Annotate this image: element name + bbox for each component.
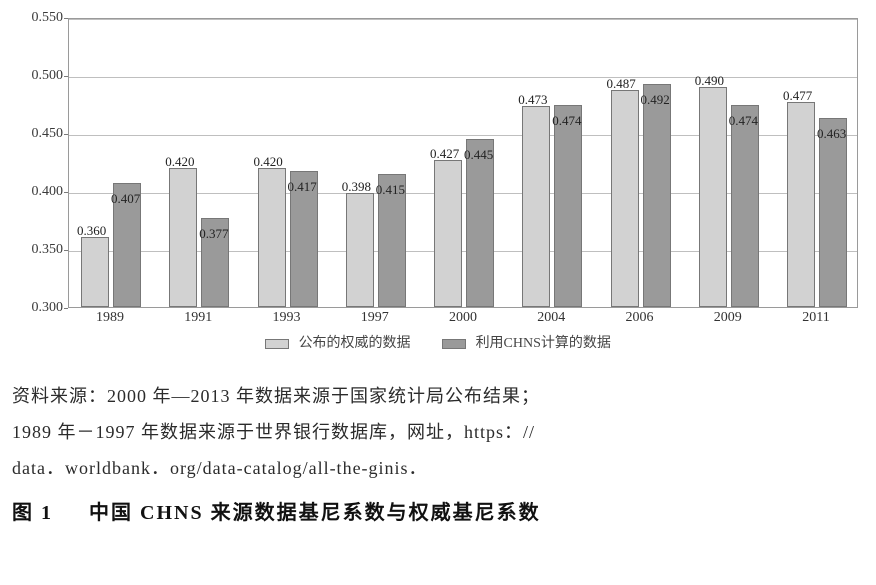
x-tick-label: 2011 bbox=[802, 310, 829, 326]
bar bbox=[611, 90, 639, 307]
bar-value-label: 0.420 bbox=[254, 154, 283, 170]
bar bbox=[787, 102, 815, 307]
y-tick-label: 0.300 bbox=[8, 300, 63, 316]
x-tick-label: 2006 bbox=[626, 310, 654, 326]
notes-line-3: data．worldbank．org/data-catalog/all-the-… bbox=[12, 450, 864, 486]
x-tick-label: 2000 bbox=[449, 310, 477, 326]
bar-value-label: 0.398 bbox=[342, 179, 371, 195]
bar-value-label: 0.463 bbox=[817, 126, 846, 142]
y-tick-label: 0.500 bbox=[8, 68, 63, 84]
bar-value-label: 0.473 bbox=[518, 92, 547, 108]
bar bbox=[522, 106, 550, 307]
plot-area: 0.360 0.407 0.420 0.377 0.420 0.417 0.398 0.415… bbox=[68, 18, 858, 308]
bar-value-label: 0.360 bbox=[77, 223, 106, 239]
x-tick-label: 2004 bbox=[537, 310, 565, 326]
bar bbox=[81, 237, 109, 307]
x-tick-label: 1993 bbox=[273, 310, 301, 326]
legend-swatch-1 bbox=[265, 339, 289, 349]
notes-line-1: 资料来源：2000 年—2013 年数据来源于国家统计局公布结果； bbox=[12, 378, 864, 414]
x-tick-label: 1989 bbox=[96, 310, 124, 326]
figure-number: 图 1 bbox=[12, 502, 53, 524]
source-notes: 资料来源：2000 年—2013 年数据来源于国家统计局公布结果； 1989 年… bbox=[12, 378, 864, 486]
bar bbox=[466, 139, 494, 307]
bar bbox=[643, 84, 671, 307]
bar-value-label: 0.474 bbox=[552, 113, 581, 129]
bar bbox=[819, 118, 847, 307]
x-tick-label: 1991 bbox=[184, 310, 212, 326]
bar-value-label: 0.415 bbox=[376, 182, 405, 198]
legend-swatch-2 bbox=[442, 339, 466, 349]
bar-value-label: 0.427 bbox=[430, 146, 459, 162]
notes-line-2: 1989 年－1997 年数据来源于世界银行数据库，网址，https：// bbox=[12, 414, 864, 450]
y-tick-label: 0.550 bbox=[8, 10, 63, 26]
figure-title: 中国 CHNS 来源数据基尼系数与权威基尼系数 bbox=[89, 502, 541, 524]
bar-value-label: 0.490 bbox=[695, 73, 724, 89]
bar bbox=[554, 105, 582, 307]
bar-value-label: 0.477 bbox=[783, 88, 812, 104]
legend-item-2: 利用CHNS计算的数据 bbox=[442, 332, 611, 352]
legend-label-1: 公布的权威的数据 bbox=[299, 336, 411, 351]
bar-value-label: 0.377 bbox=[199, 226, 228, 242]
bar-value-label: 0.445 bbox=[464, 147, 493, 163]
bar bbox=[731, 105, 759, 307]
figure-caption: 图 1 中国 CHNS 来源数据基尼系数与权威基尼系数 bbox=[12, 496, 864, 525]
bar bbox=[346, 193, 374, 307]
bar bbox=[699, 87, 727, 307]
y-tick-mark bbox=[64, 308, 68, 309]
bar-value-label: 0.487 bbox=[607, 76, 636, 92]
bar bbox=[434, 160, 462, 307]
bar-value-label: 0.492 bbox=[641, 92, 670, 108]
x-tick-label: 1997 bbox=[361, 310, 389, 326]
y-tick-label: 0.350 bbox=[8, 242, 63, 258]
bar-value-label: 0.417 bbox=[288, 179, 317, 195]
legend-item-1: 公布的权威的数据 bbox=[265, 332, 411, 352]
bar-value-label: 0.474 bbox=[729, 113, 758, 129]
y-tick-label: 0.450 bbox=[8, 126, 63, 142]
legend-label-2: 利用CHNS计算的数据 bbox=[476, 336, 611, 351]
bar-value-label: 0.407 bbox=[111, 191, 140, 207]
bar-value-label: 0.420 bbox=[165, 154, 194, 170]
bar bbox=[169, 168, 197, 307]
y-tick-label: 0.400 bbox=[8, 184, 63, 200]
x-tick-label: 2009 bbox=[714, 310, 742, 326]
chart-area: 0.300 0.350 0.400 0.450 0.500 0.550 0.360 0.40… bbox=[8, 8, 868, 348]
legend: 公布的权威的数据 利用CHNS计算的数据 bbox=[8, 332, 868, 352]
bar bbox=[258, 168, 286, 307]
bars-container: 0.360 0.407 0.420 0.377 0.420 0.417 0.398 0.415… bbox=[69, 19, 857, 307]
